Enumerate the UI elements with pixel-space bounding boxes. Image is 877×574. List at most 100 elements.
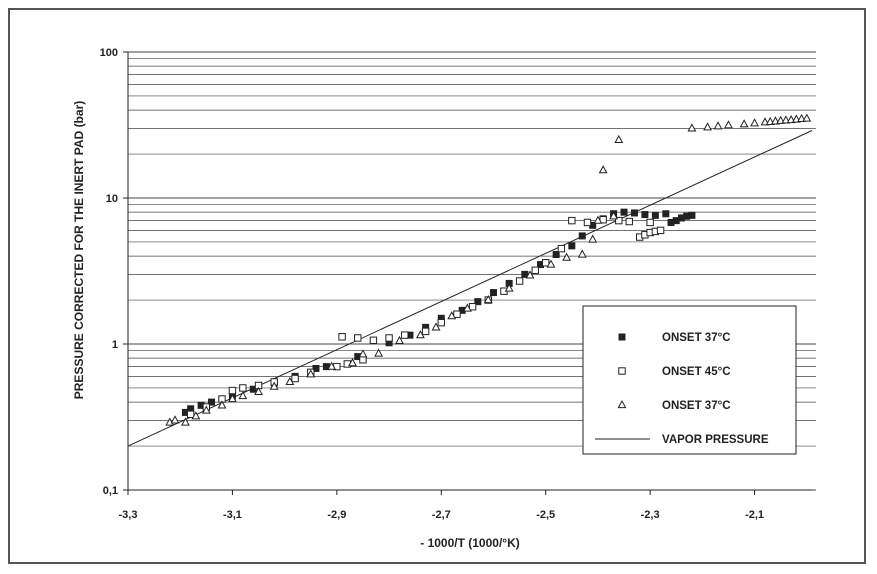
- grid-layer: [128, 51, 816, 491]
- data-point-open-triangle: [180, 417, 190, 426]
- data-point-filled-square: [521, 270, 529, 278]
- data-point-open-triangle: [217, 400, 227, 409]
- legend-label: VAPOR PRESSURE: [662, 434, 769, 446]
- y-tick-label: 100: [100, 47, 118, 59]
- data-point-open-square: [568, 216, 576, 225]
- legend-label: ONSET 37°C: [662, 400, 731, 412]
- data-point-open-triangle: [285, 376, 295, 386]
- data-point-open-triangle: [504, 283, 514, 292]
- data-point-open-square: [338, 333, 346, 341]
- data-point-open-triangle: [609, 211, 619, 220]
- data-point-open-square: [542, 259, 550, 267]
- data-point-filled-square: [474, 298, 482, 306]
- data-point-filled-square: [630, 209, 638, 217]
- data-point-open-square: [646, 218, 654, 227]
- data-point-open-triangle: [593, 215, 603, 224]
- chart: -3,3 -3,1 -2,9 -2,7 -2,5 -2,3 -2,1 0,1 1 10 100 - …: [72, 47, 816, 550]
- points-layer: [165, 113, 812, 426]
- data-point-open-triangle: [201, 405, 211, 414]
- data-point-filled-square: [641, 211, 649, 219]
- data-point-open-triangle: [577, 249, 587, 258]
- x-axis-title: - 1000/T (1000/°K): [420, 536, 520, 550]
- data-point-open-square: [228, 386, 237, 395]
- data-point-open-square: [401, 331, 409, 339]
- data-point-filled-square: [620, 208, 628, 216]
- data-point-open-triangle: [588, 234, 598, 243]
- data-point-open-square: [625, 217, 633, 226]
- data-point-open-square: [615, 216, 623, 225]
- data-point-open-triangle: [348, 358, 357, 367]
- data-point-open-triangle: [431, 322, 441, 331]
- x-tick-label: -2,3: [641, 509, 660, 521]
- data-point-open-triangle: [739, 119, 749, 128]
- data-point-open-square: [656, 226, 665, 235]
- y-axis-title: PRESSURE CORRECTED FOR THE INERT PAD (ba…: [72, 101, 86, 399]
- data-point-open-triangle: [254, 386, 263, 395]
- legend-items: ONSET 37°C ONSET 45°C ONSET 37°C VAPOR PRES…: [595, 332, 769, 446]
- data-point-filled-square: [578, 232, 586, 240]
- data-point-filled-square: [489, 289, 497, 297]
- data-point-open-triangle: [703, 122, 713, 131]
- y-tick-label: 1: [112, 339, 118, 351]
- data-point-open-triangle: [614, 134, 624, 144]
- x-tick-label: -3,1: [223, 509, 242, 521]
- data-point-open-triangle: [713, 121, 723, 130]
- data-point-open-square: [385, 334, 393, 342]
- data-point-open-square: [557, 244, 566, 253]
- x-tick-label: -2,9: [327, 509, 346, 521]
- data-point-open-triangle: [327, 361, 337, 370]
- data-point-open-triangle: [546, 259, 556, 268]
- data-point-open-square: [239, 384, 247, 392]
- data-point-open-triangle: [525, 270, 535, 279]
- data-point-open-square: [359, 356, 367, 364]
- data-point-open-triangle: [191, 411, 201, 420]
- data-point-open-square: [369, 336, 378, 345]
- data-point-open-triangle: [415, 330, 425, 339]
- data-point-open-square: [583, 218, 592, 227]
- data-point-open-square: [421, 327, 430, 336]
- data-point-open-triangle: [269, 381, 279, 390]
- data-point-filled-square: [662, 210, 670, 218]
- data-point-open-triangle: [750, 118, 760, 127]
- data-point-filled-square: [249, 385, 257, 393]
- data-point-open-square: [531, 266, 539, 274]
- data-point-filled-square: [552, 251, 560, 259]
- data-point-open-triangle: [395, 335, 404, 345]
- y-tick-label: 0,1: [103, 485, 118, 497]
- data-point-open-triangle: [306, 369, 316, 378]
- legend-box: [582, 305, 797, 455]
- x-tick-label: -2,1: [745, 509, 764, 521]
- data-point-open-square: [468, 303, 477, 311]
- data-point-open-triangle: [802, 113, 812, 122]
- legend-label: ONSET 45°C: [662, 366, 731, 378]
- data-point-open-triangle: [617, 399, 627, 409]
- x-tick-label: -2,5: [536, 509, 555, 521]
- data-point-filled-square: [568, 242, 576, 250]
- data-point-open-triangle: [598, 165, 608, 174]
- data-point-filled-square: [312, 364, 320, 372]
- data-point-open-triangle: [358, 349, 368, 358]
- data-point-open-triangle: [687, 123, 697, 132]
- data-point-open-triangle: [227, 393, 237, 403]
- data-point-open-square: [354, 334, 362, 342]
- data-point-open-triangle: [374, 348, 384, 357]
- data-point-open-triangle: [447, 311, 457, 320]
- x-tick-label: -3,3: [119, 509, 138, 521]
- data-point-open-square: [291, 374, 299, 383]
- data-point-filled-square: [651, 211, 659, 219]
- data-point-open-square: [618, 367, 626, 375]
- x-tick-label: -2,7: [432, 509, 451, 521]
- chart-frame: -3,3 -3,1 -2,9 -2,7 -2,5 -2,3 -2,1 0,1 1 10 100 - …: [8, 8, 866, 564]
- data-point-open-square: [453, 310, 461, 318]
- data-point-open-triangle: [462, 303, 472, 312]
- data-point-filled-square: [688, 211, 696, 219]
- y-tick-label: 10: [106, 193, 118, 205]
- legend: ONSET 37°C ONSET 45°C ONSET 37°C VAPOR PRES…: [582, 305, 797, 455]
- data-point-open-square: [186, 410, 195, 418]
- data-point-open-triangle: [170, 415, 180, 424]
- data-point-open-triangle: [562, 252, 572, 261]
- data-point-filled-square: [208, 398, 216, 406]
- axes-layer: [127, 52, 812, 491]
- data-point-open-triangle: [483, 295, 493, 304]
- legend-label: ONSET 37°C: [662, 332, 731, 344]
